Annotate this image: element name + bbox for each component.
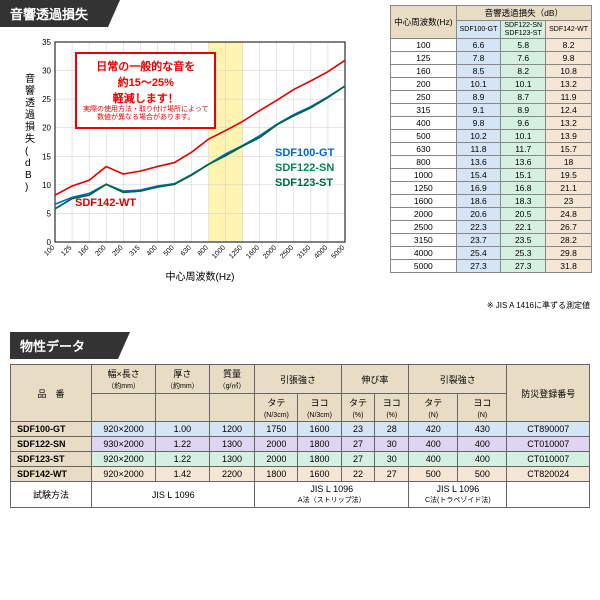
svg-text:100: 100 (43, 244, 56, 257)
svg-text:160: 160 (77, 244, 90, 257)
svg-text:35: 35 (42, 38, 51, 47)
svg-text:10: 10 (42, 181, 51, 190)
callout-l5: 数値が異なる場合があります。 (83, 114, 208, 122)
svg-text:響: 響 (25, 84, 35, 97)
svg-text:中心周波数(Hz): 中心周波数(Hz) (166, 270, 235, 282)
svg-text:20: 20 (42, 124, 51, 133)
section2-title: 物性データ (10, 332, 130, 359)
callout-l3: 軽減します！ (83, 90, 208, 106)
callout-l2: 約15～25% (83, 74, 208, 90)
svg-text:4000: 4000 (313, 244, 329, 260)
svg-text:3150: 3150 (296, 244, 312, 260)
svg-text:30: 30 (42, 67, 51, 76)
svg-text:2500: 2500 (279, 244, 295, 260)
svg-text:透: 透 (25, 97, 35, 109)
svg-text:): ) (25, 182, 28, 193)
section1-title: 音響透過損失 (0, 0, 120, 27)
svg-text:200: 200 (94, 244, 107, 257)
series-label: SDF122-SN (275, 162, 334, 174)
svg-text:15: 15 (42, 152, 51, 161)
svg-text:25: 25 (42, 95, 51, 104)
svg-text:315: 315 (128, 244, 141, 257)
tl-note: ※ JIS A 1416に準ずる測定値 (487, 300, 590, 311)
svg-text:B: B (25, 170, 32, 181)
svg-text:過: 過 (25, 109, 35, 121)
svg-text:d: d (25, 158, 31, 169)
svg-text:音: 音 (25, 72, 35, 85)
svg-text:1600: 1600 (245, 244, 261, 260)
section-props: 物性データ 品 番幅×長さ（約mm）厚さ（約mm）質量（g/㎡）引張強さ伸び率引… (0, 332, 600, 508)
transmission-loss-table: 中心周波数(Hz)音響透過損失（dB）SDF100-GTSDF122-SNSDF… (390, 5, 592, 273)
svg-text:損: 損 (25, 120, 35, 133)
svg-text:500: 500 (163, 244, 176, 257)
svg-text:1250: 1250 (228, 244, 244, 260)
svg-text:400: 400 (146, 244, 159, 257)
properties-table: 品 番幅×長さ（約mm）厚さ（約mm）質量（g/㎡）引張強さ伸び率引裂強さ防災登… (10, 364, 590, 508)
callout-box: 日常の一般的な音を 約15～25% 軽減します！ 実際の使用方法・取り付け場所に… (75, 52, 216, 129)
series-label: SDF123-ST (275, 177, 333, 189)
svg-text:800: 800 (197, 244, 210, 257)
svg-text:5: 5 (47, 209, 52, 218)
callout-l1: 日常の一般的な音を (83, 58, 208, 74)
chart-container: 日常の一般的な音を 約15～25% 軽減します！ 実際の使用方法・取り付け場所に… (15, 32, 370, 302)
series-label: SDF142-WT (75, 197, 136, 209)
svg-text:失: 失 (25, 132, 35, 145)
series-label: SDF100-GT (275, 147, 334, 159)
svg-text:630: 630 (180, 244, 193, 257)
svg-text:5000: 5000 (330, 244, 346, 260)
svg-text:2000: 2000 (262, 244, 278, 260)
svg-text:250: 250 (111, 244, 124, 257)
svg-text:1000: 1000 (211, 244, 227, 260)
svg-text:125: 125 (60, 244, 73, 257)
svg-text:(: ( (25, 146, 29, 157)
